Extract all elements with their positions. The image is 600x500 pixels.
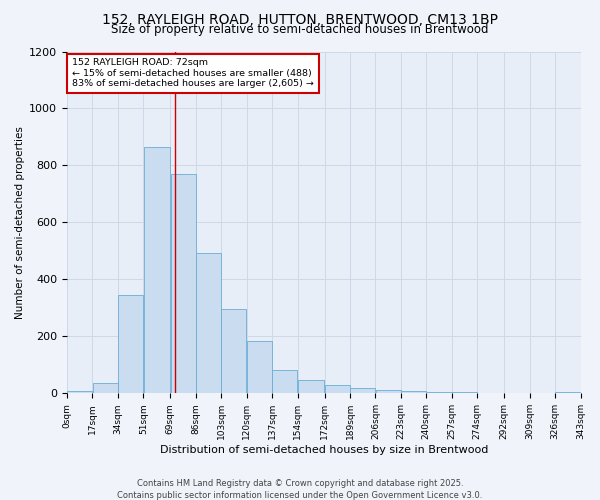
Bar bbox=[478, 393, 504, 394]
Bar bbox=[196, 253, 221, 394]
Bar bbox=[143, 147, 170, 394]
Y-axis label: Number of semi-detached properties: Number of semi-detached properties bbox=[15, 126, 25, 319]
X-axis label: Distribution of semi-detached houses by size in Brentwood: Distribution of semi-detached houses by … bbox=[160, 445, 488, 455]
Bar bbox=[118, 295, 143, 394]
Bar bbox=[92, 384, 118, 394]
Bar bbox=[401, 391, 426, 394]
Bar bbox=[298, 380, 324, 394]
Bar bbox=[325, 385, 350, 394]
Bar bbox=[452, 392, 477, 394]
Text: 152, RAYLEIGH ROAD, HUTTON, BRENTWOOD, CM13 1BP: 152, RAYLEIGH ROAD, HUTTON, BRENTWOOD, C… bbox=[102, 12, 498, 26]
Text: 152 RAYLEIGH ROAD: 72sqm
← 15% of semi-detached houses are smaller (488)
83% of : 152 RAYLEIGH ROAD: 72sqm ← 15% of semi-d… bbox=[72, 58, 314, 88]
Bar bbox=[170, 174, 196, 394]
Bar bbox=[350, 388, 375, 394]
Text: Size of property relative to semi-detached houses in Brentwood: Size of property relative to semi-detach… bbox=[111, 22, 489, 36]
Bar bbox=[427, 392, 452, 394]
Bar bbox=[67, 391, 92, 394]
Text: Contains HM Land Registry data © Crown copyright and database right 2025.
Contai: Contains HM Land Registry data © Crown c… bbox=[118, 478, 482, 500]
Bar bbox=[555, 392, 580, 394]
Bar bbox=[376, 390, 401, 394]
Bar bbox=[272, 370, 298, 394]
Bar bbox=[221, 310, 247, 394]
Bar bbox=[247, 340, 272, 394]
